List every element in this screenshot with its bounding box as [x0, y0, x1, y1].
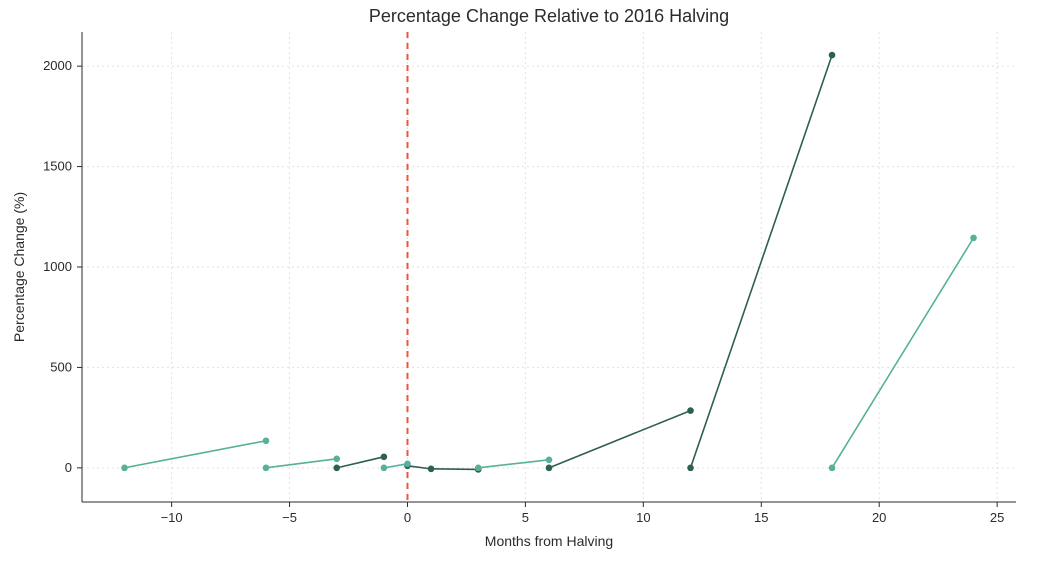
series-light-line: [124, 441, 266, 468]
series-dark-marker: [333, 465, 340, 472]
grid-lines: [82, 32, 1016, 502]
series-dark-marker: [829, 52, 836, 59]
series-dark-line: [549, 411, 691, 468]
series-light-marker: [263, 465, 270, 472]
x-tick-label: 10: [636, 510, 650, 525]
series-dark-marker: [546, 465, 553, 472]
y-tick-label: 500: [50, 359, 72, 374]
x-tick-label: 0: [404, 510, 411, 525]
series-light-marker: [263, 437, 270, 444]
series-light-marker: [381, 465, 388, 472]
series-light-marker: [970, 235, 977, 242]
y-tick-label: 0: [65, 460, 72, 475]
y-tick-label: 1500: [43, 159, 72, 174]
series-light-line: [384, 464, 408, 468]
series-dark-marker: [428, 466, 435, 473]
series-light-marker: [546, 457, 553, 464]
x-tick-label: 25: [990, 510, 1004, 525]
x-axis-label: Months from Halving: [485, 533, 613, 549]
series-light-marker: [829, 465, 836, 472]
series-light-marker: [404, 461, 411, 468]
series-light-line: [832, 238, 974, 468]
x-tick-label: 15: [754, 510, 768, 525]
chart-title: Percentage Change Relative to 2016 Halvi…: [369, 6, 729, 26]
series-light-marker: [475, 465, 482, 472]
x-tick-labels: −10 −5 0 5 10 15 20 25: [161, 502, 1005, 525]
series-light-line: [266, 459, 337, 468]
series-light-marker: [333, 456, 340, 463]
y-axis-label: Percentage Change (%): [11, 192, 27, 342]
x-tick-label: −5: [282, 510, 297, 525]
x-tick-label: 20: [872, 510, 886, 525]
x-tick-label: 5: [522, 510, 529, 525]
line-chart: Percentage Change Relative to 2016 Halvi…: [0, 0, 1040, 564]
series-dark-marker: [687, 465, 694, 472]
series-light-line: [478, 460, 549, 468]
series-light-marker: [121, 465, 128, 472]
data-series: [121, 52, 977, 473]
x-tick-label: −10: [161, 510, 183, 525]
series-dark-marker: [381, 454, 388, 461]
y-tick-label: 1000: [43, 259, 72, 274]
chart-container: Percentage Change Relative to 2016 Halvi…: [0, 0, 1040, 564]
series-dark-marker: [687, 407, 694, 414]
y-tick-labels: 0 500 1000 1500 2000: [43, 58, 82, 475]
series-dark-line: [337, 457, 384, 468]
y-tick-label: 2000: [43, 58, 72, 73]
